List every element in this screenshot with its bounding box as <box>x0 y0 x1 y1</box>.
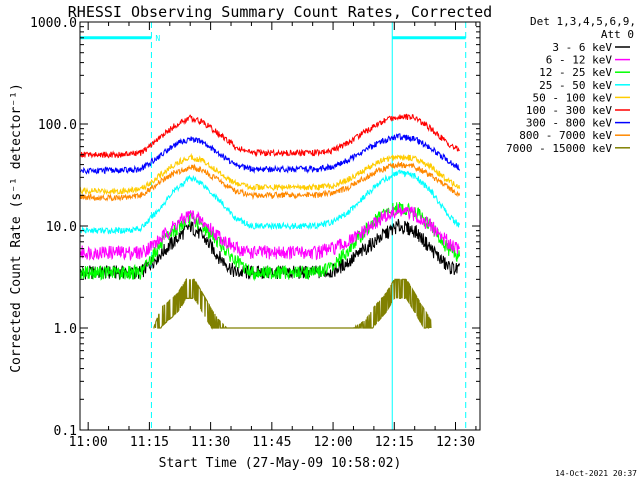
legend-entry-label: 100 - 300 keV <box>526 104 612 117</box>
y-tick-label: 1.0 <box>54 322 77 337</box>
legend-entry-label: 6 - 12 keV <box>546 54 613 67</box>
series-line <box>153 278 432 330</box>
night-bar-label: N <box>155 34 160 43</box>
x-tick-label: 11:15 <box>130 435 169 450</box>
series-line <box>79 204 461 262</box>
legend-entry-label: 800 - 7000 keV <box>519 129 612 142</box>
series-line <box>80 161 461 202</box>
legend-entry-label: 7000 - 15000 keV <box>506 142 612 155</box>
y-tick-label: 100.0 <box>38 118 77 133</box>
plot-area: N <box>79 22 467 430</box>
footer-timestamp: 14-Oct-2021 20:37 <box>555 469 637 478</box>
x-axis-label: Start Time (27-May-09 10:58:02) <box>159 456 402 471</box>
x-tick-label: 12:15 <box>375 435 414 450</box>
x-tick-label: 11:00 <box>69 435 108 450</box>
y-axis-label: Corrected Count Rate (s⁻¹ detector⁻¹) <box>9 83 24 373</box>
y-tick-label: 10.0 <box>46 220 77 235</box>
legend-entry-label: 12 - 25 keV <box>539 66 612 79</box>
series-line <box>79 152 461 196</box>
series-line <box>79 169 461 235</box>
x-tick-label: 12:00 <box>313 435 352 450</box>
axes: 0.1 1.0 10.0 100.0 1000.0 11:00 11:15 11:30 11:4… <box>30 16 481 450</box>
chart-title: RHESSI Observing Summary Count Rates, Co… <box>68 3 492 21</box>
x-tick-label: 11:45 <box>252 435 291 450</box>
series-line <box>79 113 460 159</box>
legend-entry-label: 25 - 50 keV <box>539 79 612 92</box>
x-tick-label: 12:30 <box>436 435 475 450</box>
legend-header: Att 0 <box>601 28 634 41</box>
x-tick-label: 11:30 <box>191 435 230 450</box>
legend-header: Det 1,3,4,5,6,9, <box>530 15 636 28</box>
legend-entry-label: 300 - 800 keV <box>526 117 612 130</box>
legend-entry-label: 50 - 100 keV <box>533 91 613 104</box>
y-tick-label: 1000.0 <box>30 16 77 31</box>
legend-entry-label: 3 - 6 keV <box>552 41 612 54</box>
series-line <box>79 201 461 282</box>
y-tick-label: 0.1 <box>54 424 77 439</box>
series-line <box>79 133 461 175</box>
